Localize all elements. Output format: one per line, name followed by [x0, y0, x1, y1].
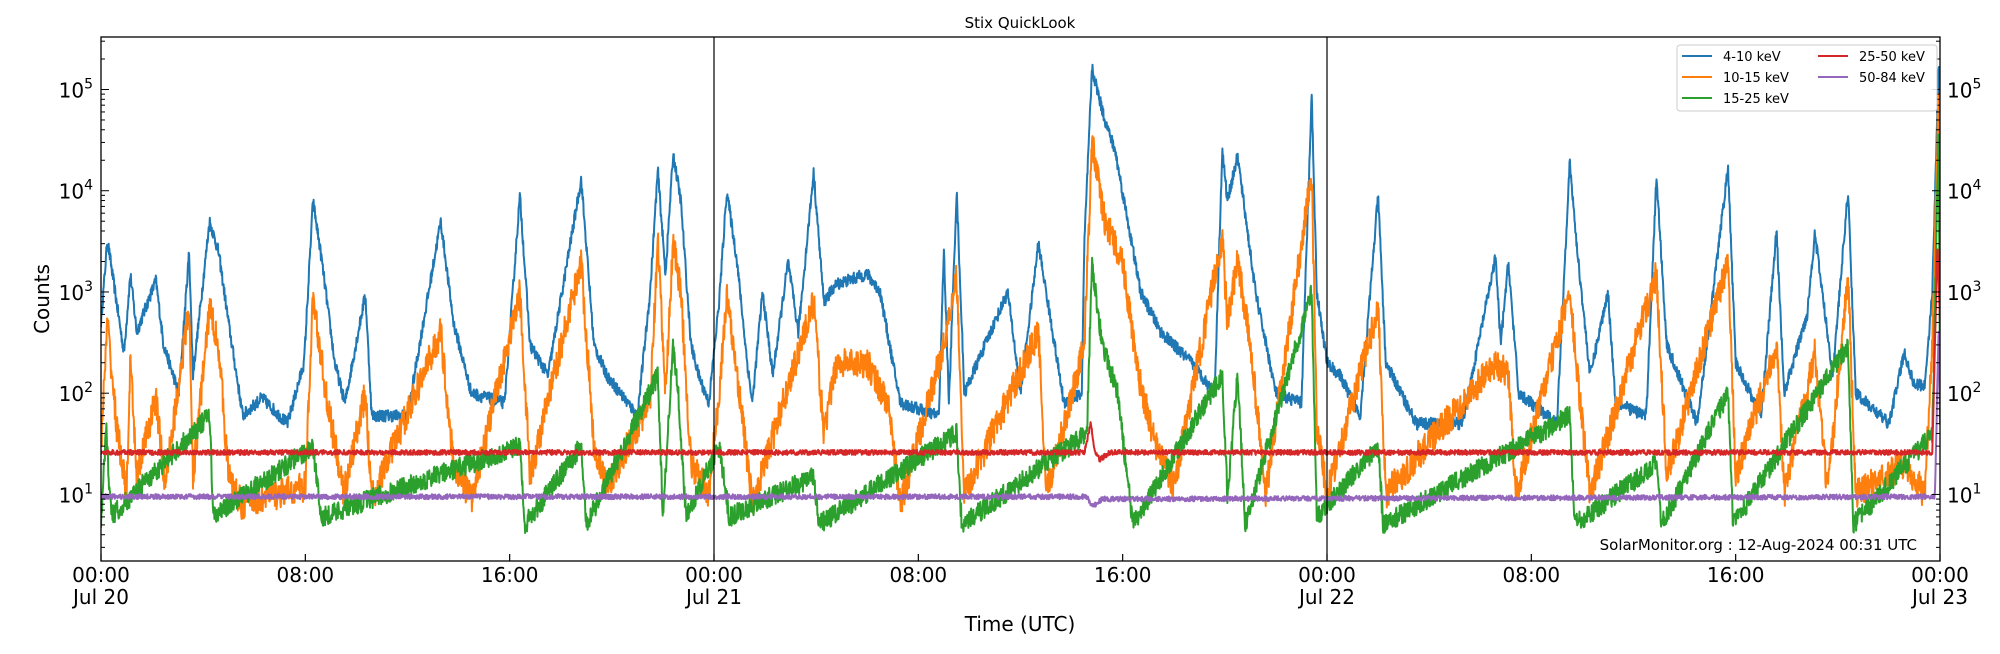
series-layer [101, 63, 1940, 534]
y-tick-label-right: 104 [1947, 178, 1981, 204]
tick-exponent: 1 [84, 481, 93, 497]
y-tick-label-right: 103 [1947, 279, 1981, 305]
day-separators [713, 37, 1328, 561]
x-tick-label: 16:00 [481, 563, 539, 587]
legend-label-15-25: 15-25 keV [1723, 92, 1789, 107]
tick-exponent: 5 [84, 76, 93, 92]
series-line-10-15-keV [101, 93, 1940, 520]
x-tick-label: 00:00 [1911, 563, 1969, 587]
tick-base: 10 [1947, 281, 1972, 305]
x-axis-label: Time (UTC) [964, 612, 1076, 636]
tick-base: 10 [1947, 382, 1972, 406]
legend: 4-10 keV 10-15 keV 15-25 keV 25-50 keV 5… [1676, 44, 1938, 112]
tick-base: 10 [59, 180, 84, 204]
series-line-50-84-keV [101, 330, 1940, 508]
x-tick-label: 00:00 [72, 563, 130, 587]
x-tick-label: 16:00 [1707, 563, 1765, 587]
tick-exponent: 4 [84, 178, 93, 194]
x-tick-date-label: Jul 23 [1910, 585, 1968, 609]
y-tick-label-right: 102 [1947, 380, 1981, 406]
legend-label-10-15: 10-15 keV [1723, 71, 1789, 86]
tick-base: 10 [1947, 78, 1972, 102]
x-tick-label: 16:00 [1094, 563, 1152, 587]
x-tick-label: 08:00 [1503, 563, 1561, 587]
legend-label-50-84: 50-84 keV [1859, 71, 1925, 86]
x-tick-date-label: Jul 22 [1297, 585, 1355, 609]
tick-base: 10 [1947, 483, 1972, 507]
x-tick-label: 08:00 [277, 563, 335, 587]
y-tick-label: 102 [59, 380, 93, 406]
y-tick-label-right: 101 [1947, 481, 1981, 507]
tick-base: 10 [59, 78, 84, 102]
y-tick-label: 103 [59, 279, 93, 305]
legend-label-25-50: 25-50 keV [1859, 50, 1925, 65]
watermark: SolarMonitor.org : 12-Aug-2024 00:31 UTC [1600, 536, 1917, 554]
tick-exponent: 1 [1972, 481, 1981, 497]
tick-base: 10 [59, 281, 84, 305]
tick-base: 10 [1947, 180, 1972, 204]
tick-exponent: 4 [1972, 178, 1981, 194]
x-tick-label: 00:00 [1298, 563, 1356, 587]
tick-base: 10 [59, 382, 84, 406]
tick-base: 10 [59, 483, 84, 507]
tick-exponent: 2 [1972, 380, 1981, 396]
y-axis-label: Counts [30, 264, 54, 334]
tick-exponent: 3 [84, 279, 93, 295]
y-tick-label: 105 [59, 76, 93, 102]
series-line-25-50-keV [101, 248, 1940, 463]
tick-exponent: 2 [84, 380, 93, 396]
x-tick-date-label: Jul 21 [684, 585, 742, 609]
legend-label-4-10: 4-10 keV [1723, 50, 1781, 65]
chart-title: Stix QuickLook [965, 14, 1076, 32]
plot-frame [100, 36, 1941, 562]
y-tick-label-right: 105 [1947, 76, 1981, 102]
x-tick-label: 00:00 [685, 563, 743, 587]
y-tick-label: 104 [59, 178, 93, 204]
tick-exponent: 5 [1972, 76, 1981, 92]
legend-box [1676, 44, 1938, 112]
series-line-15-25-keV [101, 133, 1940, 534]
y-tick-label: 101 [59, 481, 93, 507]
x-tick-date-label: Jul 20 [71, 585, 129, 609]
x-tick-label: 08:00 [890, 563, 948, 587]
tick-exponent: 3 [1972, 279, 1981, 295]
